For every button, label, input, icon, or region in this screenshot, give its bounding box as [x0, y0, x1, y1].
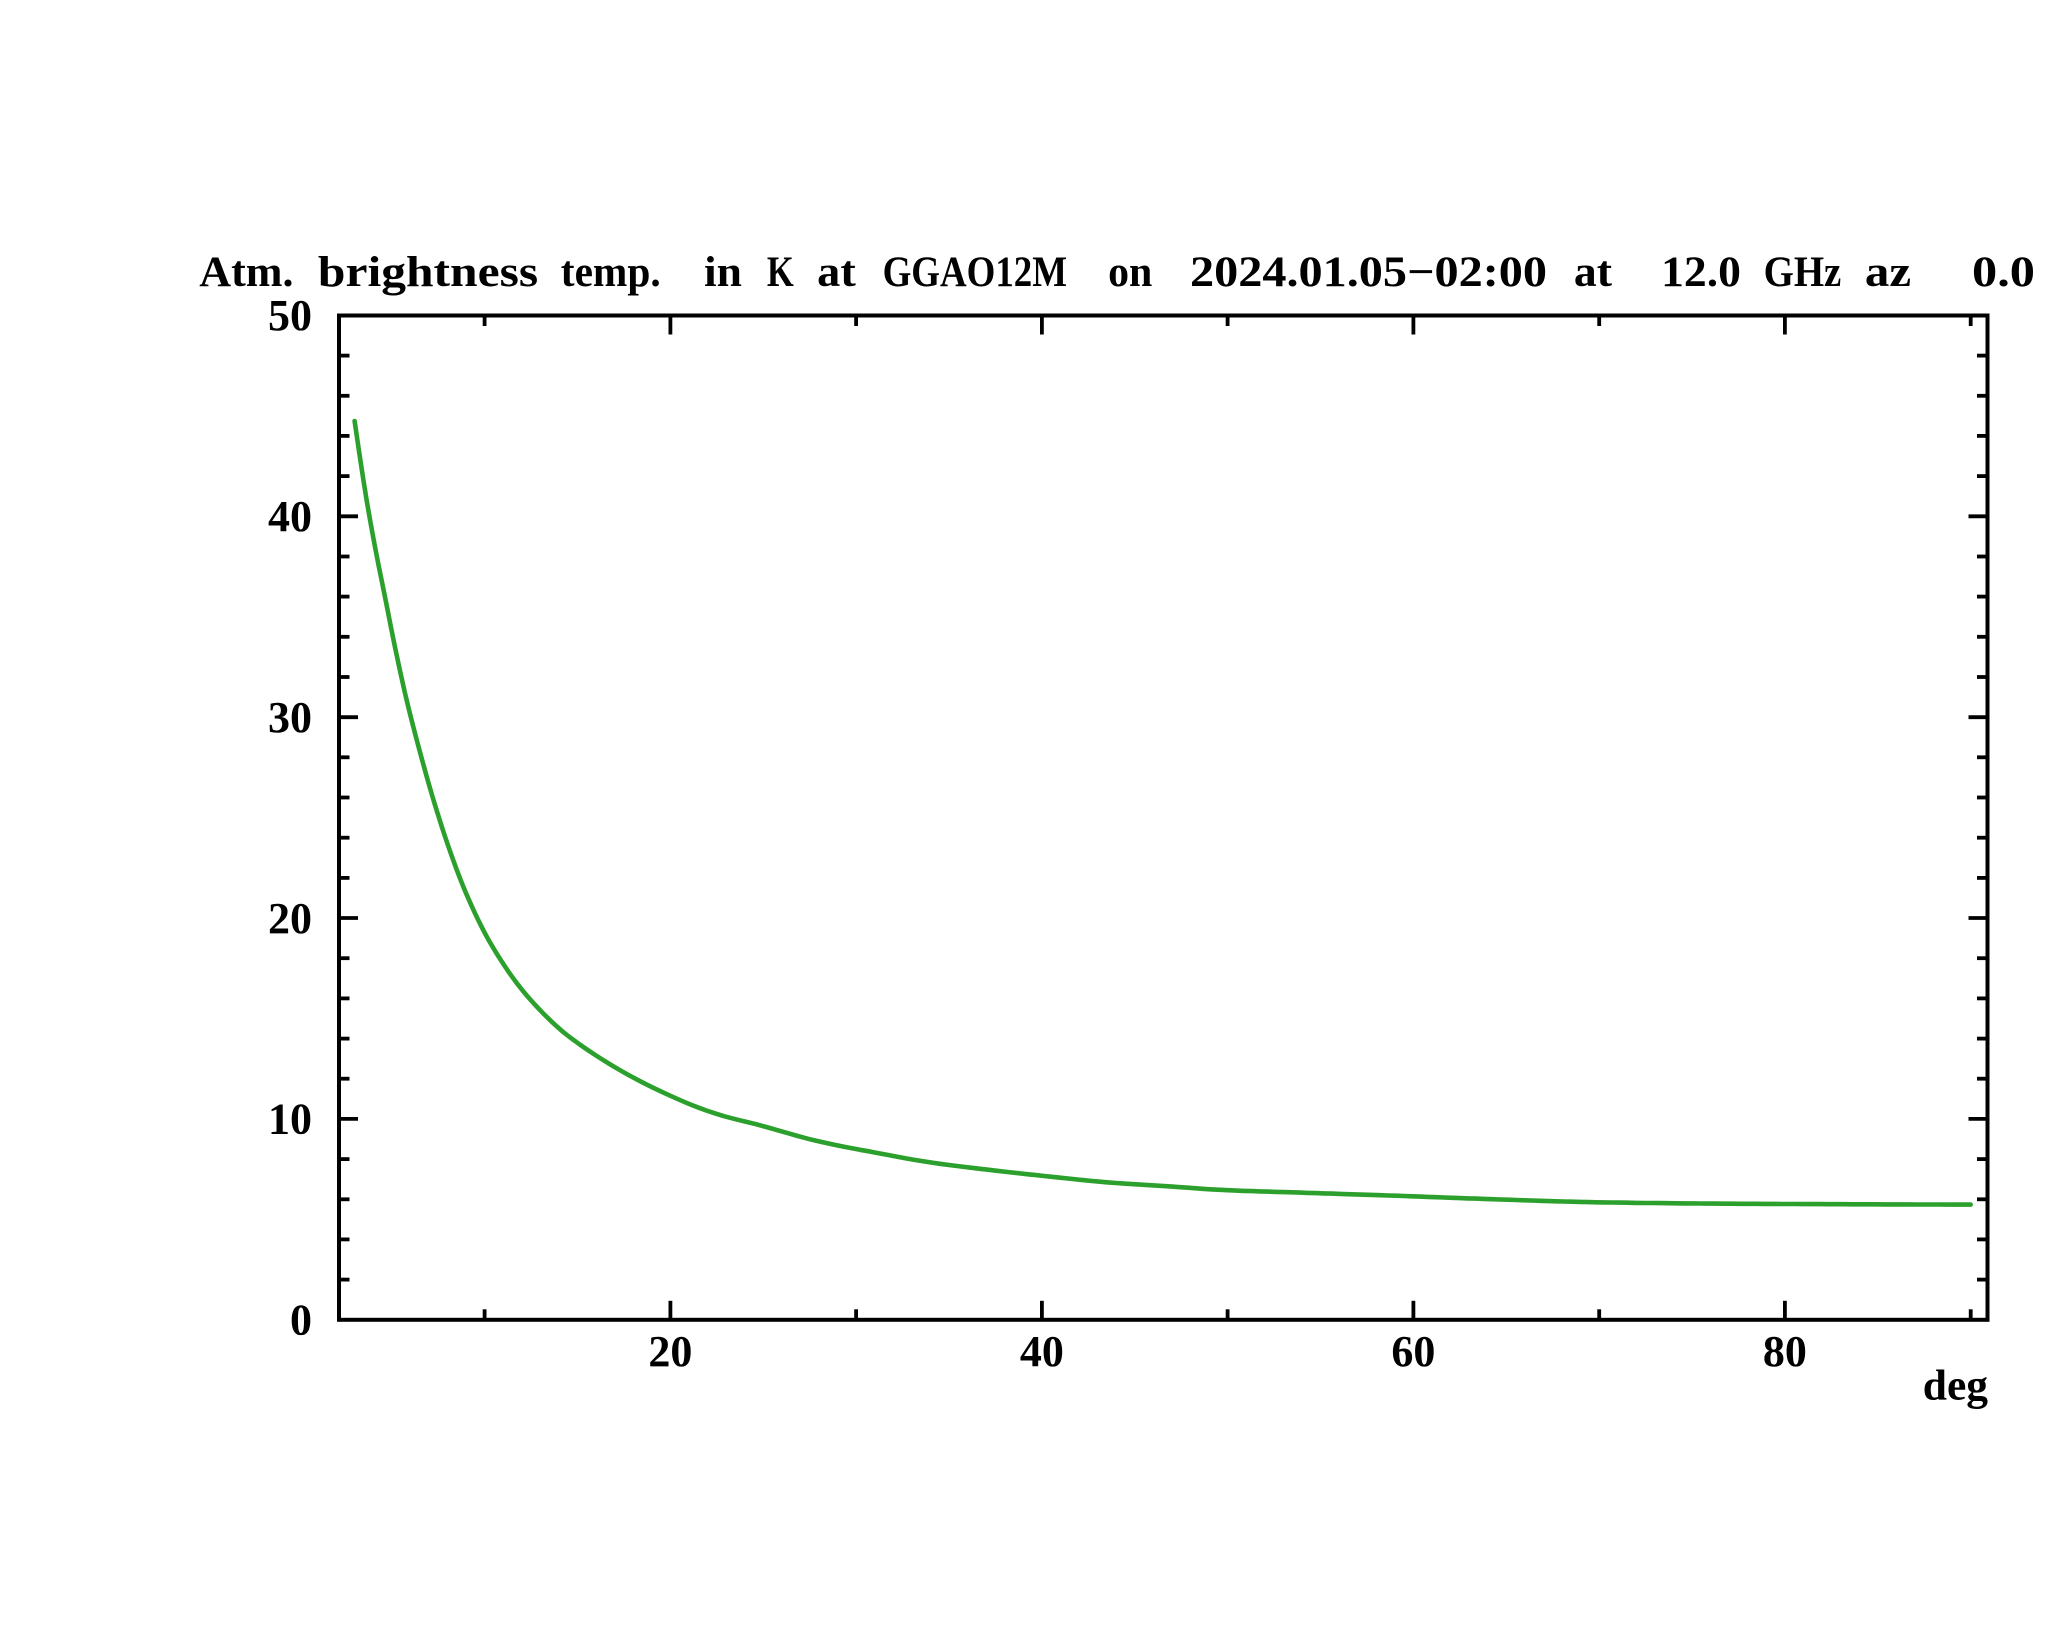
svg-text:40: 40 [1020, 1327, 1064, 1376]
svg-text:at: at [1574, 249, 1613, 296]
svg-text:at: at [817, 249, 856, 296]
svg-text:Atm.: Atm. [199, 249, 293, 296]
svg-text:K: K [767, 249, 794, 296]
svg-text:GGAO12M: GGAO12M [883, 249, 1068, 296]
svg-text:GHz: GHz [1764, 249, 1842, 296]
svg-text:0: 0 [290, 1296, 312, 1345]
svg-text:temp.: temp. [561, 249, 661, 296]
svg-text:2024.01.05−02:00: 2024.01.05−02:00 [1190, 249, 1547, 296]
svg-text:brightness: brightness [318, 249, 538, 296]
svg-text:0.0: 0.0 [1972, 249, 2035, 296]
svg-text:20: 20 [648, 1327, 692, 1376]
svg-text:in: in [704, 249, 742, 296]
svg-text:50: 50 [268, 291, 312, 340]
svg-text:30: 30 [268, 693, 312, 742]
svg-text:on: on [1108, 249, 1152, 296]
svg-text:10: 10 [268, 1095, 312, 1144]
svg-text:80: 80 [1763, 1327, 1807, 1376]
svg-text:60: 60 [1391, 1327, 1435, 1376]
svg-text:40: 40 [268, 492, 312, 541]
svg-text:12.0: 12.0 [1661, 249, 1741, 296]
svg-text:deg: deg [1923, 1362, 1989, 1410]
svg-text:20: 20 [268, 894, 312, 943]
svg-text:az: az [1865, 249, 1911, 296]
